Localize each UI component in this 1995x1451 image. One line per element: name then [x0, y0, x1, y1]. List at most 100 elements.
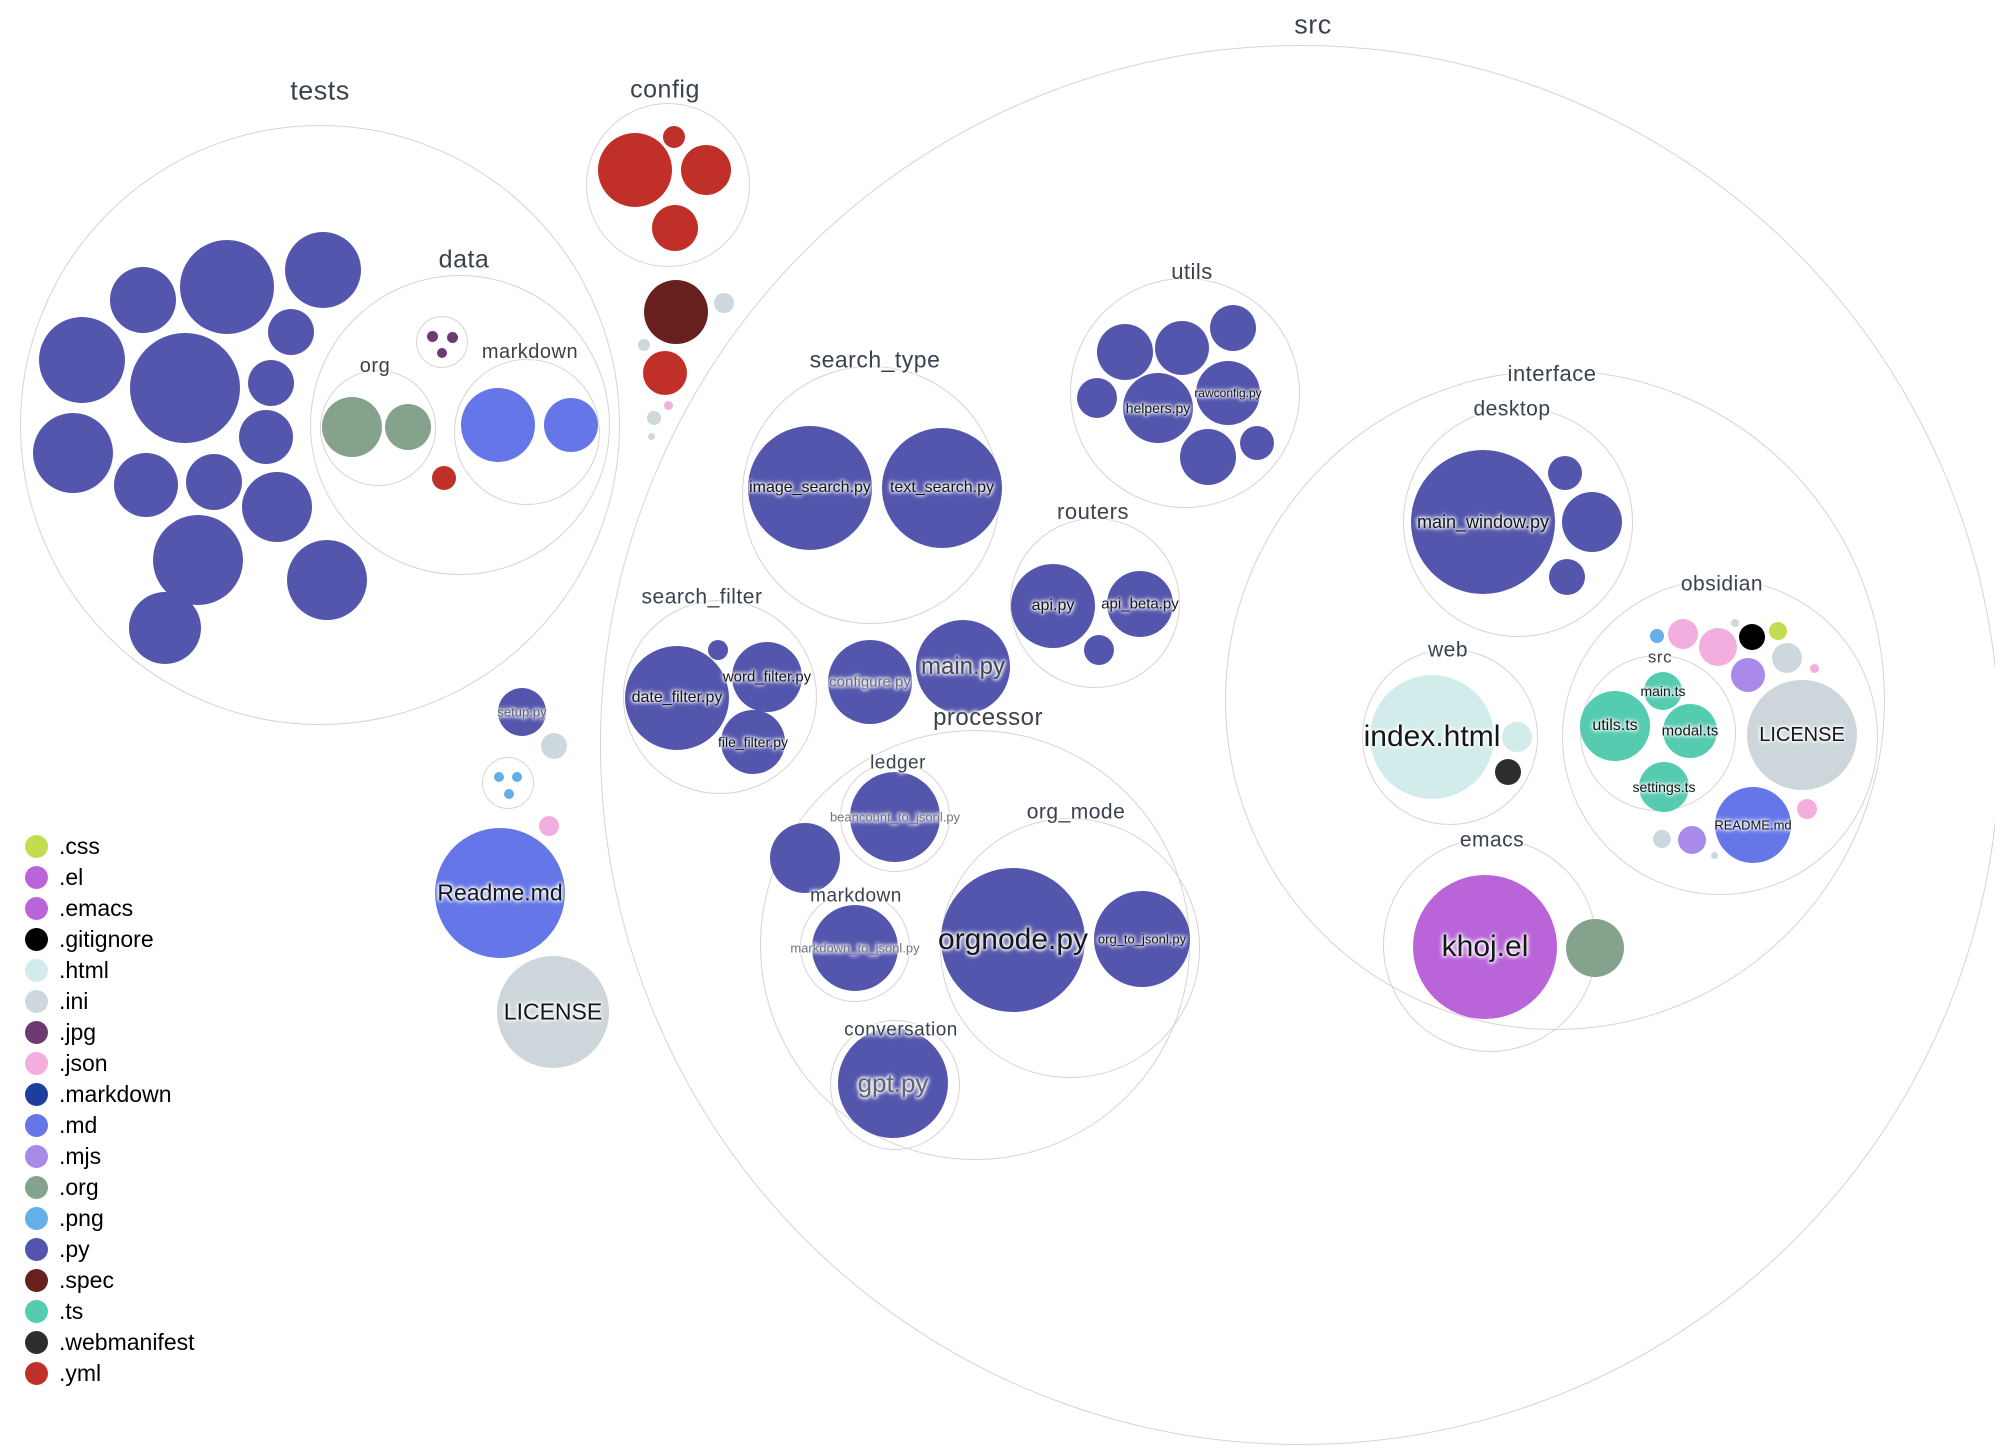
legend-label: .html	[59, 957, 109, 983]
file-utils-ts-circle	[1580, 691, 1650, 761]
file-setup-py-circle	[498, 688, 546, 736]
file-api-py-circle	[1011, 564, 1095, 648]
legend-item-ts: .ts	[25, 1300, 195, 1323]
legend-label: .png	[59, 1205, 104, 1231]
legend-item-mjs: .mjs	[25, 1145, 195, 1168]
file-utils-py-2-circle	[1155, 321, 1209, 375]
file-data-org-2-circle	[385, 404, 431, 450]
file-main-ts-label: main.ts	[1640, 683, 1686, 699]
file-word-filter-py-label: word_filter.py	[722, 668, 812, 686]
file-orgnode-py-label: orgnode.py	[937, 923, 1089, 956]
legend-item-yml: .yml	[25, 1362, 195, 1385]
file-word-filter-py-circle	[732, 642, 802, 712]
file-data-md-2-circle	[544, 398, 598, 452]
folder-processor-label: processor	[933, 704, 1043, 731]
file-tests-py-7-circle	[248, 360, 294, 406]
file-config-yml-2-circle	[663, 126, 685, 148]
file-utils-py-5-circle	[1180, 429, 1236, 485]
file-root-json-1-circle	[663, 400, 673, 410]
folder-routers-label: routers	[1057, 499, 1129, 524]
file-root-ini-4-circle	[647, 432, 655, 440]
file-tests-py-2-circle	[180, 240, 274, 334]
legend-label: .emacs	[59, 895, 134, 921]
folder-conversation-label: conversation	[844, 1019, 958, 1041]
legend-item-webmanifest: .webmanifest	[25, 1331, 195, 1354]
legend-label: .yml	[59, 1360, 102, 1386]
file-api-py-label: api.py	[1031, 597, 1075, 614]
file-org-to-jsonl-py-circle	[1094, 891, 1190, 987]
file-utils-ts-label: utils.ts	[1592, 717, 1638, 734]
file-gpt-py-circle	[838, 1028, 948, 1138]
file-configure-py-circle	[828, 640, 912, 724]
file-date-filter-py-label: date_filter.py	[631, 689, 723, 706]
file-desktop-py-1-circle	[1548, 456, 1582, 490]
folder-data-label: data	[438, 245, 490, 274]
legend-swatch-ini	[25, 990, 48, 1013]
file-readme-md-circle	[435, 828, 565, 958]
file-processor-py-circle	[770, 823, 840, 893]
file-configure-py-label: configure.py	[829, 673, 911, 691]
folder-ledger-label: ledger	[870, 752, 926, 774]
folder-org-mode-label: org_mode	[1026, 800, 1126, 824]
file-root-png-1-circle	[494, 772, 504, 782]
file-root-spec-circle	[644, 280, 708, 344]
file-obsidian-css-circle	[1769, 622, 1787, 640]
legend-item-html: .html	[25, 959, 195, 982]
file-root-ini-5-circle	[541, 733, 567, 759]
legend-swatch-html	[25, 959, 48, 982]
file-tests-py-5-circle	[130, 333, 240, 443]
legend-swatch-png	[25, 1207, 48, 1230]
legend-swatch-jpg	[25, 1021, 48, 1044]
legend: .css .el .emacs .gitignore .html .ini .jpg .jso…	[25, 835, 195, 1385]
folder-data-org-label: org	[359, 355, 391, 377]
legend-swatch-org	[25, 1176, 48, 1199]
legend-label: .css	[59, 833, 100, 859]
legend-label: .markdown	[59, 1081, 172, 1107]
file-main-py-circle	[916, 620, 1010, 714]
folder-utils-circle	[1070, 278, 1300, 508]
file-root-license-circle	[497, 956, 609, 1068]
file-web-html-circle	[1502, 722, 1532, 752]
file-obsidian-ini-4-circle	[1710, 851, 1718, 859]
file-main-ts-circle	[1644, 672, 1682, 710]
legend-item-css: .css	[25, 835, 195, 858]
file-tests-py-15-circle	[129, 592, 201, 664]
folder-web-label: web	[1427, 638, 1469, 662]
legend-swatch-json	[25, 1052, 48, 1075]
file-search-filter-py-circle	[708, 640, 728, 660]
legend-swatch-yml	[25, 1362, 48, 1385]
file-utils-py-3-circle	[1210, 305, 1256, 351]
file-tests-py-9-circle	[114, 453, 178, 517]
file-text-search-py-circle	[882, 428, 1002, 548]
file-obsidian-readme-label: README.md	[1714, 817, 1792, 833]
legend-swatch-py	[25, 1238, 48, 1261]
file-markdown-to-jsonl-py-label: markdown_to_jsonl.py	[790, 940, 920, 956]
file-file-filter-py-label: file_filter.py	[717, 734, 789, 750]
file-utils-py-1-circle	[1097, 324, 1153, 380]
file-tests-py-6-circle	[268, 309, 314, 355]
folder-search-filter-label: search_filter	[641, 585, 763, 609]
file-obsidian-mjs-2-circle	[1678, 826, 1706, 854]
file-obsidian-json-4-circle	[1797, 799, 1817, 819]
legend-item-markdown: .markdown	[25, 1083, 195, 1106]
legend-item-ini: .ini	[25, 990, 195, 1013]
file-orgnode-py-circle	[941, 868, 1085, 1012]
file-config-yml-3-circle	[681, 145, 731, 195]
file-utils-py-4-circle	[1077, 378, 1117, 418]
file-helpers-py-circle	[1123, 373, 1193, 443]
file-root-ini-1-circle	[714, 293, 734, 313]
legend-label: .md	[59, 1112, 98, 1138]
folder-desktop-label: desktop	[1473, 397, 1551, 421]
file-obsidian-gitignore-circle	[1739, 624, 1765, 650]
file-obsidian-ini-3-circle	[1653, 830, 1671, 848]
folder-emacs-label: emacs	[1459, 828, 1525, 852]
file-obsidian-readme-circle	[1715, 787, 1791, 863]
legend-swatch-md	[25, 1114, 48, 1137]
file-web-webmanifest-circle	[1495, 759, 1521, 785]
legend-item-el: .el	[25, 866, 195, 889]
file-obsidian-license-label: LICENSE	[1759, 724, 1845, 746]
file-data-jpg-2-circle	[446, 331, 458, 343]
folder-data-org-circle	[320, 370, 436, 486]
folder-obsidian-label: obsidian	[1680, 572, 1764, 596]
file-root-png-2-circle	[512, 772, 522, 782]
